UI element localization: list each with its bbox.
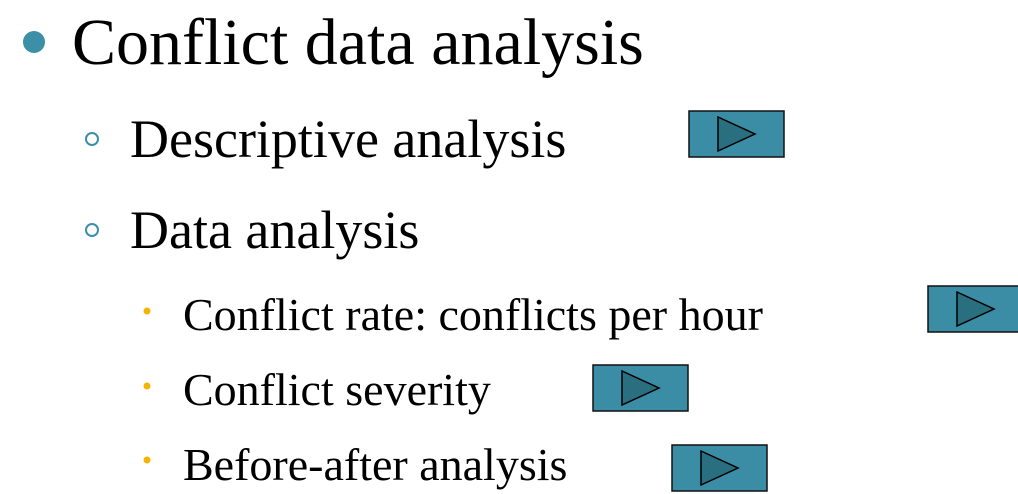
item: Conflict rate: conflicts per hour [183, 289, 763, 340]
play-button[interactable] [688, 110, 785, 158]
bullet [85, 132, 99, 146]
item: Before-after analysis [183, 439, 567, 490]
item: Conflict severity [183, 364, 491, 415]
bullet [85, 223, 99, 237]
play-button[interactable] [927, 285, 1018, 333]
bullet [143, 382, 151, 390]
item: Data analysis [130, 200, 419, 260]
bullet [143, 456, 151, 464]
bullet [143, 307, 151, 315]
play-button[interactable] [592, 364, 689, 412]
bullet [23, 31, 45, 53]
item: Descriptive analysis [130, 109, 566, 169]
heading: Conflict data analysis [72, 6, 644, 79]
play-button[interactable] [671, 444, 768, 492]
